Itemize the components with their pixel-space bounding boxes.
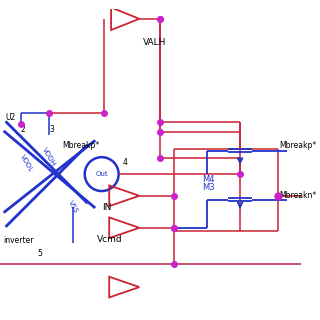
Text: 4: 4 [122,158,127,167]
Text: IN: IN [102,203,111,212]
Text: VDDH: VDDH [41,147,57,168]
Text: VALH: VALH [143,38,166,47]
Text: VDDL: VDDL [19,153,34,172]
Text: Mbreakn*: Mbreakn* [280,191,317,200]
Text: Vcmd: Vcmd [97,235,123,244]
Text: inverter: inverter [3,236,33,245]
Text: 3: 3 [49,125,54,134]
Text: M4: M4 [203,175,215,184]
Text: Mbreakp*: Mbreakp* [280,141,317,150]
Text: U2: U2 [6,114,16,123]
Text: 5: 5 [38,249,43,258]
Text: Mbreakp*: Mbreakp* [62,141,100,150]
Text: 2: 2 [21,125,26,134]
Text: Out: Out [95,171,108,177]
Text: M3: M3 [203,183,215,192]
Text: VSS: VSS [68,200,79,214]
